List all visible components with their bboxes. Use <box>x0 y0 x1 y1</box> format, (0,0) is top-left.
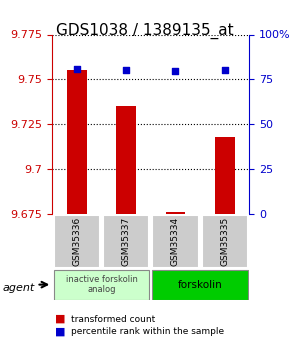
Text: GDS1038 / 1389135_at: GDS1038 / 1389135_at <box>56 22 234 39</box>
Bar <box>67 70 87 214</box>
Point <box>75 67 79 72</box>
FancyBboxPatch shape <box>202 215 248 268</box>
Point <box>124 68 128 73</box>
FancyBboxPatch shape <box>54 270 149 299</box>
Text: ■: ■ <box>55 314 66 324</box>
Text: forskolin: forskolin <box>178 280 222 289</box>
Bar <box>116 106 136 214</box>
Bar <box>166 212 185 214</box>
Text: GSM35336: GSM35336 <box>72 217 81 266</box>
FancyBboxPatch shape <box>152 215 199 268</box>
FancyBboxPatch shape <box>152 270 248 299</box>
Text: GSM35335: GSM35335 <box>220 217 229 266</box>
Text: agent: agent <box>3 283 35 293</box>
Text: ■: ■ <box>55 327 66 337</box>
Text: GSM35334: GSM35334 <box>171 217 180 266</box>
FancyBboxPatch shape <box>54 215 100 268</box>
Text: percentile rank within the sample: percentile rank within the sample <box>71 327 224 336</box>
Text: inactive forskolin
analog: inactive forskolin analog <box>66 275 137 294</box>
Bar <box>215 137 235 214</box>
Point <box>173 69 178 74</box>
Text: transformed count: transformed count <box>71 315 155 324</box>
FancyBboxPatch shape <box>103 215 149 268</box>
Text: GSM35337: GSM35337 <box>122 217 131 266</box>
Point <box>222 68 227 73</box>
